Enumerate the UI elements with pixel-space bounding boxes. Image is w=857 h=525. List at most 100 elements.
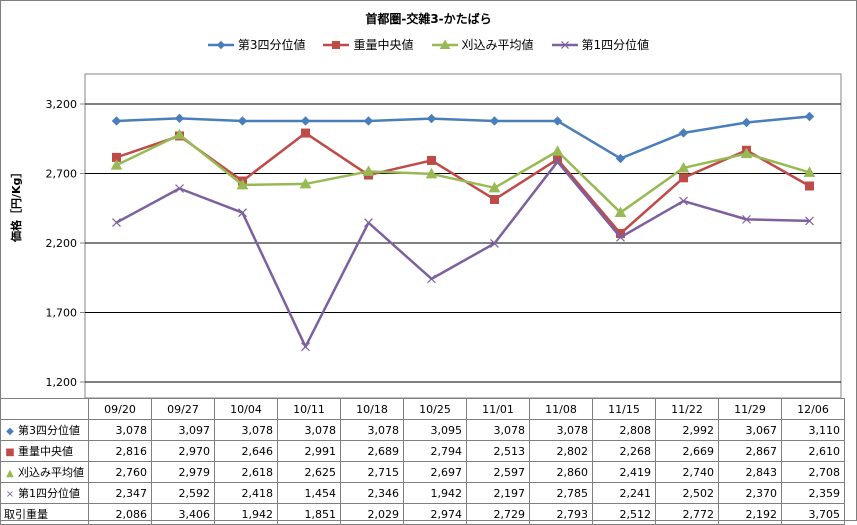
- table-cell: 2,241: [592, 482, 656, 504]
- table-cell: 2,268: [592, 440, 656, 462]
- x-tick-label: 11/01: [466, 398, 530, 420]
- table-cell: 2,419: [592, 461, 656, 483]
- x-tick-label: 10/11: [277, 398, 341, 420]
- legend-swatch: [323, 40, 350, 49]
- legend-item: 刈込み平均値: [431, 36, 534, 53]
- data-point: [489, 116, 500, 126]
- legend-item: 第3四分位値: [207, 36, 305, 53]
- series-line: [115, 133, 810, 214]
- table-cell: 2,816: [88, 440, 152, 462]
- data-point: [362, 165, 375, 176]
- table-cell: 1,942: [403, 482, 467, 504]
- table-header-row: 09/20 09/27 10/04 10/11 10/18 10/25 11/01 11/08…: [0, 398, 845, 420]
- data-point: [301, 128, 310, 138]
- table-cell: 2,086: [88, 503, 152, 525]
- table-cell: 2,346: [340, 482, 404, 504]
- table-cell: 1,454: [277, 482, 341, 504]
- table-cell: 2,192: [718, 503, 782, 525]
- data-point: [805, 216, 814, 226]
- table-cell: 2,867: [718, 440, 782, 462]
- legend-item: 重量中央値: [323, 36, 414, 53]
- chart-legend: 第3四分位値 重量中央値 刈込み平均値 第1四分位値: [0, 36, 857, 53]
- row-legend-key: ▲: [6, 468, 14, 479]
- table-cell: 2,646: [214, 440, 278, 462]
- table-cell: 3,078: [340, 419, 404, 441]
- data-point: [553, 157, 562, 167]
- x-tick-label: 11/22: [655, 398, 719, 420]
- chart-title: 首都圏-交雑3-かたばら: [365, 12, 492, 26]
- table-cell: 2,979: [151, 461, 215, 483]
- row-label: 取引重量: [0, 503, 89, 525]
- table-cell: 2,772: [655, 503, 719, 525]
- row-label: ■ 重量中央値: [0, 440, 89, 462]
- data-point: [238, 208, 247, 218]
- data-point: [427, 155, 436, 165]
- table-cell: 2,760: [88, 461, 152, 483]
- data-point: [679, 173, 688, 183]
- table-cell: 3,078: [214, 419, 278, 441]
- plot-border: [84, 73, 842, 398]
- table-cell: 2,715: [340, 461, 404, 483]
- table-cell: 2,793: [529, 503, 593, 525]
- data-table: 09/20 09/27 10/04 10/11 10/18 10/25 11/01 11/08…: [0, 398, 845, 525]
- legend-label: 第1四分位値: [581, 38, 650, 52]
- data-point: [301, 342, 310, 352]
- data-point: [110, 159, 123, 170]
- table-cell: 2,708: [781, 461, 845, 483]
- table-cell: 1,942: [214, 503, 278, 525]
- data-point: [299, 177, 312, 189]
- data-point: [740, 147, 753, 159]
- series-3: [110, 128, 816, 218]
- data-point: [560, 40, 569, 49]
- data-point: [112, 218, 121, 227]
- row-label: × 第1四分位値: [0, 482, 89, 504]
- series-line: [116, 115, 810, 160]
- table-cell: 2,418: [214, 482, 278, 504]
- table-row: ▲ 刈込み平均値 2,760 2,979 2,618 2,625 2,715 2,697 2,5…: [0, 461, 845, 483]
- x-tick-label: 12/06: [781, 398, 845, 420]
- table-cell: 2,689: [340, 440, 404, 462]
- row-legend-key: ■: [5, 447, 15, 458]
- row-legend-key: ◆: [6, 426, 14, 437]
- legend-swatch: [207, 40, 234, 49]
- y-tick-label: 1,200: [46, 376, 78, 389]
- data-point: [679, 196, 688, 206]
- table-cell: 2,618: [214, 461, 278, 483]
- table-cell: 2,802: [529, 440, 593, 462]
- table-cell: 2,592: [151, 482, 215, 504]
- row-label-text: 刈込み平均値: [18, 466, 84, 479]
- row-label-text: 重量中央値: [18, 445, 73, 458]
- data-point: [552, 116, 563, 126]
- series-1: [111, 111, 815, 164]
- table-cell: 2,347: [88, 482, 152, 504]
- series-4: [112, 157, 814, 352]
- table-cell: 3,097: [151, 419, 215, 441]
- x-tick-label: 10/04: [214, 398, 278, 420]
- table-cell: 2,697: [403, 461, 467, 483]
- table-cell: 3,067: [718, 419, 782, 441]
- y-tick-label: 1,700: [46, 307, 78, 320]
- data-point: [805, 181, 814, 191]
- table-cell: 2,197: [466, 482, 530, 504]
- table-cell: 2,843: [718, 461, 782, 483]
- table-cell: 2,991: [277, 440, 341, 462]
- data-point: [614, 206, 627, 218]
- row-label-text: 第1四分位値: [18, 487, 80, 500]
- row-legend-key: ×: [5, 489, 15, 500]
- row-label-text: 第3四分位値: [18, 424, 80, 437]
- x-tick-label: 09/20: [88, 398, 152, 420]
- row-label: ◆ 第3四分位値: [0, 419, 89, 441]
- table-corner: [0, 398, 89, 420]
- x-tick-label: 10/18: [340, 398, 404, 420]
- data-point: [111, 116, 122, 126]
- data-point: [615, 153, 626, 164]
- table-row: × 第1四分位値 2,347 2,592 2,418 1,454 2,346 1,942 2,1…: [0, 482, 845, 504]
- x-tick-label: 11/29: [718, 398, 782, 420]
- legend-item: 第1四分位値: [551, 36, 650, 53]
- series-line: [116, 131, 811, 235]
- plot-area: 1,200 1,700 2,200 2,700 3,200: [46, 73, 842, 398]
- table-cell: 2,992: [655, 419, 719, 441]
- y-tick-label: 2,200: [46, 237, 78, 250]
- table-cell: 2,785: [529, 482, 593, 504]
- data-point: [332, 40, 341, 49]
